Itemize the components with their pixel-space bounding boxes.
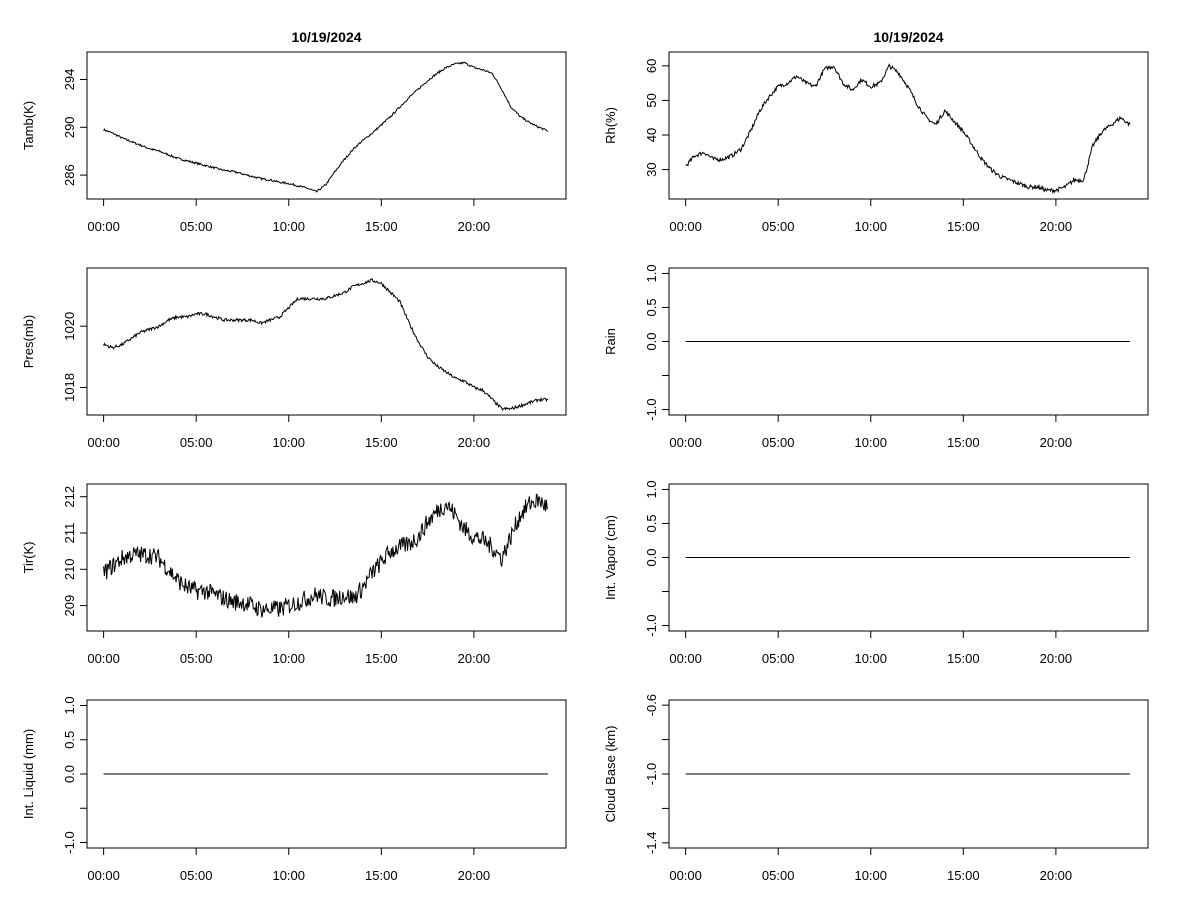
x-tick-label: 15:00 [365, 651, 398, 666]
y-tick-label: 60 [644, 59, 659, 73]
x-tick-label: 10:00 [272, 651, 305, 666]
x-tick-label: 05:00 [180, 435, 213, 450]
x-tick-label: 20:00 [458, 868, 491, 883]
x-tick-label: 00:00 [669, 651, 702, 666]
plot-frame [86, 267, 567, 416]
x-tick-label: 05:00 [762, 868, 795, 883]
x-tick-label: 20:00 [1040, 435, 1073, 450]
x-tick-label: 15:00 [365, 868, 398, 883]
chart-title: 10/19/2024 [291, 29, 361, 45]
x-tick-label: 00:00 [669, 219, 702, 234]
x-tick-label: 00:00 [87, 651, 120, 666]
y-tick-label: 0.5 [644, 298, 659, 316]
y-tick-label: 209 [62, 595, 77, 617]
plot-frame [86, 51, 567, 200]
y-tick-label: 0.0 [62, 765, 77, 783]
x-tick-label: 00:00 [669, 435, 702, 450]
x-tick-label: 20:00 [458, 219, 491, 234]
y-axis-label: Int. Liquid (mm) [21, 729, 36, 819]
y-tick-label: 40 [644, 128, 659, 142]
y-tick-label: 294 [62, 69, 77, 91]
y-axis-label: Pres(mb) [21, 315, 36, 368]
x-tick-label: 05:00 [180, 651, 213, 666]
series-line [103, 278, 549, 412]
x-tick-label: 05:00 [762, 435, 795, 450]
y-tick-label: 1.0 [644, 480, 659, 498]
y-tick-label: 1018 [62, 373, 77, 402]
x-tick-label: 10:00 [854, 435, 887, 450]
x-tick-label: 00:00 [87, 219, 120, 234]
y-tick-label: -0.6 [644, 694, 659, 716]
y-tick-label: 212 [62, 486, 77, 508]
x-tick-label: 10:00 [854, 651, 887, 666]
chart-panel-5: 00:00 05:00 10:00 15:00 20:00 -1.0 0.0 0.5 1.0 In… [603, 480, 1149, 666]
x-tick-label: 00:00 [669, 868, 702, 883]
x-tick-label: 15:00 [947, 435, 980, 450]
x-tick-label: 20:00 [458, 435, 491, 450]
y-tick-label: 0.0 [644, 332, 659, 350]
x-tick-label: 10:00 [854, 868, 887, 883]
y-tick-label: 290 [62, 116, 77, 138]
x-tick-label: 20:00 [1040, 868, 1073, 883]
x-tick-label: 15:00 [365, 435, 398, 450]
series-line [103, 493, 549, 618]
y-tick-label: 0.5 [62, 731, 77, 749]
y-tick-label: -1.0 [644, 398, 659, 420]
x-tick-label: 00:00 [87, 868, 120, 883]
x-tick-label: 00:00 [87, 435, 120, 450]
y-tick-label: 1020 [62, 312, 77, 341]
x-tick-label: 20:00 [1040, 651, 1073, 666]
y-axis-label: Rh(%) [603, 107, 618, 144]
x-tick-label: 10:00 [854, 219, 887, 234]
y-tick-label: 30 [644, 162, 659, 176]
chart-panel-0: 10/19/2024 00:00 05:00 10:00 15:00 20:00 286 29… [21, 29, 567, 234]
y-tick-label: -1.4 [644, 832, 659, 854]
y-tick-label: 211 [62, 523, 77, 544]
y-tick-label: 50 [644, 93, 659, 107]
y-axis-label: Rain [603, 328, 618, 355]
plot-frame [668, 51, 1149, 200]
x-tick-label: 15:00 [947, 868, 980, 883]
plot-frame [86, 483, 567, 632]
y-axis-label: Tamb(K) [21, 101, 36, 150]
chart-panel-6: 00:00 05:00 10:00 15:00 20:00 -1.0 0.0 0.5 1.0 In… [21, 696, 567, 883]
x-tick-label: 20:00 [1040, 219, 1073, 234]
y-tick-label: 210 [62, 558, 77, 580]
x-tick-label: 10:00 [272, 219, 305, 234]
y-axis-label: Cloud Base (km) [603, 726, 618, 823]
y-tick-label: 1.0 [644, 264, 659, 282]
chart-panel-7: 00:00 05:00 10:00 15:00 20:00 -1.4 -1.0 -0.6 Clo… [603, 694, 1149, 883]
chart-panel-1: 10/19/2024 00:00 05:00 10:00 15:00 20:00 30 40 5… [603, 29, 1149, 234]
x-tick-label: 15:00 [947, 219, 980, 234]
y-tick-label: 286 [62, 164, 77, 186]
series-line [685, 63, 1131, 195]
y-axis-label: Tir(K) [21, 541, 36, 573]
y-axis-label: Int. Vapor (cm) [603, 515, 618, 600]
y-tick-label: 0.5 [644, 514, 659, 532]
chart-title: 10/19/2024 [873, 29, 943, 45]
x-tick-label: 10:00 [272, 868, 305, 883]
y-tick-label: -1.0 [644, 763, 659, 785]
chart-panel-3: 00:00 05:00 10:00 15:00 20:00 -1.0 0.0 0.5 1.0 Ra… [603, 264, 1149, 450]
x-tick-label: 05:00 [180, 219, 213, 234]
x-tick-label: 05:00 [762, 219, 795, 234]
y-tick-label: -1.0 [644, 614, 659, 636]
y-tick-label: 0.0 [644, 548, 659, 566]
x-tick-label: 15:00 [365, 219, 398, 234]
x-tick-label: 20:00 [458, 651, 491, 666]
chart-panel-4: 00:00 05:00 10:00 15:00 20:00 209 210 211 212 Tir… [21, 483, 567, 666]
x-tick-label: 10:00 [272, 435, 305, 450]
chart-panel-2: 00:00 05:00 10:00 15:00 20:00 1018 1020 Pres(mb… [21, 267, 567, 450]
series-line [103, 61, 549, 193]
x-tick-label: 05:00 [762, 651, 795, 666]
x-tick-label: 05:00 [180, 868, 213, 883]
y-tick-label: 1.0 [62, 696, 77, 714]
y-tick-label: -1.0 [62, 831, 77, 853]
x-tick-label: 15:00 [947, 651, 980, 666]
